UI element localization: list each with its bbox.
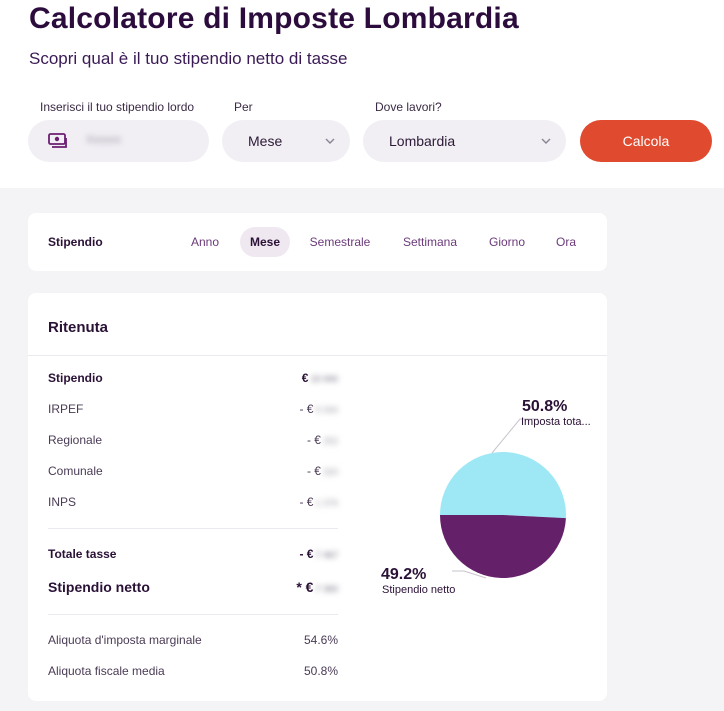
pie-label-net-pct: 49.2% <box>381 566 427 583</box>
pie-slice-tax <box>440 452 566 519</box>
salary-value: Xxxxxx <box>86 134 121 146</box>
card-title: Ritenuta <box>48 319 108 336</box>
row-label-stipendio: Stipendio <box>48 371 103 385</box>
row-label-media: Aliquota fiscale media <box>48 664 165 678</box>
divider <box>48 528 338 529</box>
page-title: Calcolatore di Imposte Lombardia <box>29 2 519 35</box>
row-label-regionale: Regionale <box>48 433 103 447</box>
per-label: Per <box>234 100 253 114</box>
row-value-regionale: - €252 <box>306 433 338 447</box>
row-label-irpef: IRPEF <box>48 402 84 416</box>
pie-slice-net <box>440 515 566 578</box>
row-value-irpef: - €5 000 <box>299 402 338 416</box>
dove-value: Lombardia <box>389 133 456 149</box>
pie-label-net-name: Stipendio netto <box>382 584 456 596</box>
row-value-media: 50.8% <box>303 664 338 678</box>
pie-label-tax-pct: 50.8% <box>522 398 568 415</box>
dove-label: Dove lavori? <box>375 100 442 114</box>
row-value-comunale: - €320 <box>306 464 338 478</box>
row-label-totale: Totale tasse <box>48 547 117 561</box>
tab-ora[interactable]: Ora <box>555 235 576 249</box>
tab-settimana[interactable]: Settimana <box>402 235 458 249</box>
pie-svg <box>440 418 566 579</box>
row-value-stipendio: €15 000 <box>301 371 338 385</box>
tab-semestrale[interactable]: Semestrale <box>309 235 371 249</box>
per-value: Mese <box>248 133 283 149</box>
salary-input[interactable]: Xxxxxx <box>28 120 209 162</box>
chevron-down-icon <box>541 138 551 144</box>
pie-leader-line <box>491 418 538 454</box>
tabs-label: Stipendio <box>48 235 103 249</box>
ritenuta-card: Ritenuta Stipendio €15 000 IRPEF - €5 00… <box>28 293 607 701</box>
divider <box>28 355 607 356</box>
row-value-marginale: 54.6% <box>303 633 338 647</box>
row-value-netto: * €7 383 <box>296 579 338 595</box>
tab-anno[interactable]: Anno <box>190 235 220 249</box>
row-label-marginale: Aliquota d'imposta marginale <box>48 633 202 647</box>
divider <box>48 614 338 615</box>
row-label-inps: INPS <box>48 495 77 509</box>
per-select[interactable]: Mese <box>222 120 350 162</box>
salary-label: Inserisci il tuo stipendio lordo <box>40 100 195 114</box>
row-value-totale: - €7 467 <box>299 547 338 561</box>
row-label-comunale: Comunale <box>48 464 103 478</box>
row-value-inps: - €1 376 <box>299 495 338 509</box>
pie-label-tax-name: Imposta tota... <box>521 416 591 428</box>
tab-giorno[interactable]: Giorno <box>488 235 526 249</box>
money-icon <box>48 133 67 148</box>
pie-chart: 50.8% Imposta tota... 49.2% Stipendio ne… <box>368 373 607 613</box>
row-label-netto: Stipendio netto <box>48 579 150 595</box>
tab-mese[interactable]: Mese <box>240 227 290 257</box>
pie-leader-line <box>452 570 487 579</box>
period-tabs-card: Stipendio Anno Mese Semestrale Settimana… <box>28 213 607 271</box>
chevron-down-icon <box>325 138 335 144</box>
dove-select[interactable]: Lombardia <box>363 120 566 162</box>
calcola-button[interactable]: Calcola <box>580 120 712 162</box>
page-subtitle: Scopri qual è il tuo stipendio netto di … <box>29 49 348 68</box>
